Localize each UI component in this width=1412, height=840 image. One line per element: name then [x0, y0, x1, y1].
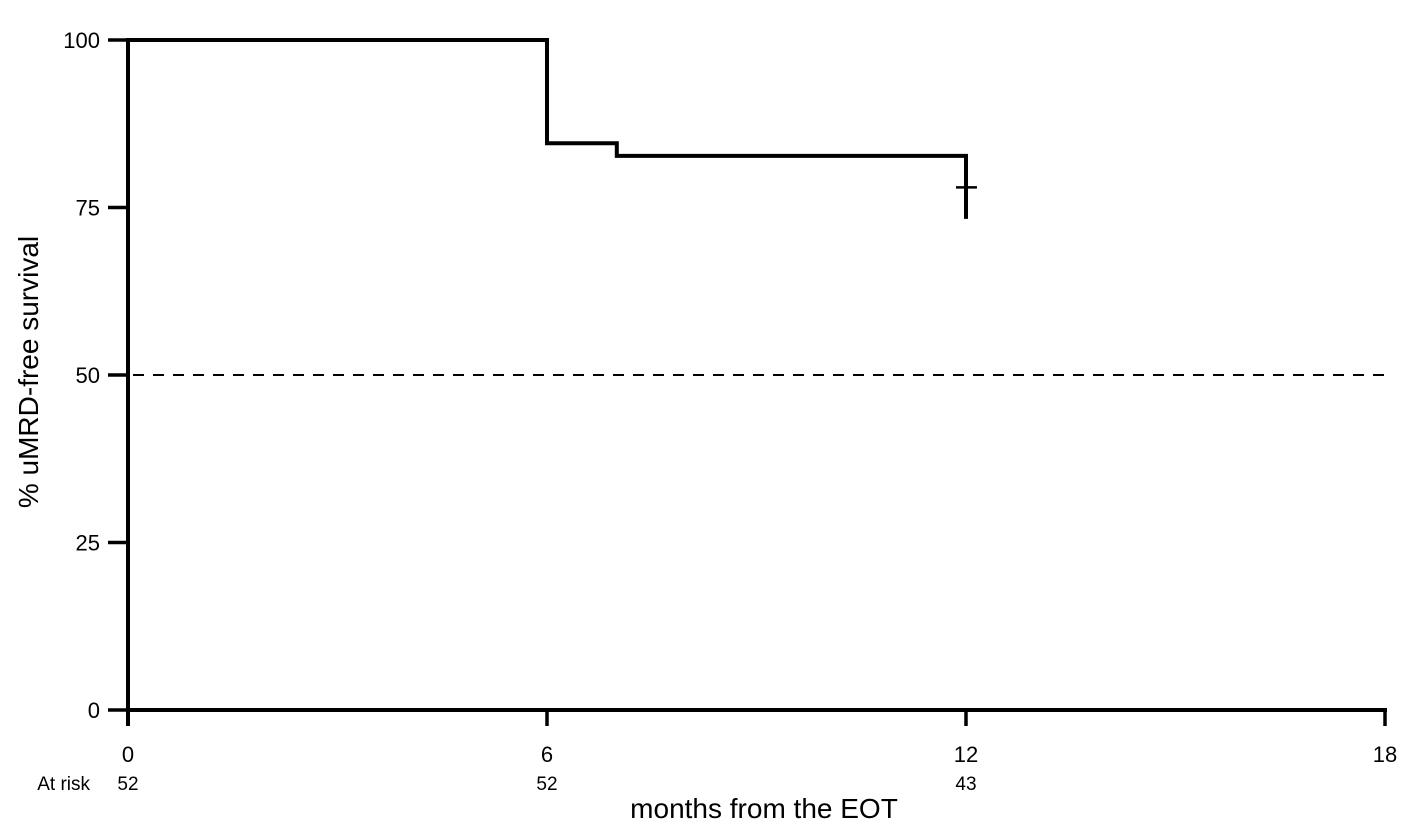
at-risk-layer: 52 52 43	[117, 774, 976, 795]
axes-layer: 0 25 50 75 100 0 6 12 18	[63, 28, 1397, 767]
y-axis-title: % uMRD-free survival	[13, 236, 44, 508]
x-tick-label: 6	[541, 742, 553, 767]
at-risk-label: At risk	[37, 774, 90, 795]
curve-layer	[128, 38, 977, 219]
km-curve	[128, 38, 968, 219]
at-risk-count: 52	[536, 774, 557, 795]
y-tick-label: 50	[76, 363, 100, 388]
y-tick-label: 100	[63, 28, 100, 53]
at-risk-count: 43	[955, 774, 976, 795]
y-tick-label: 25	[76, 531, 100, 556]
x-tick-label: 0	[122, 742, 134, 767]
x-tick-label: 18	[1373, 742, 1397, 767]
y-tick-label: 75	[76, 196, 100, 221]
at-risk-count: 52	[117, 774, 138, 795]
y-tick-label: 0	[88, 698, 100, 723]
x-tick-label: 12	[954, 742, 978, 767]
x-axis-title: months from the EOT	[630, 793, 898, 824]
